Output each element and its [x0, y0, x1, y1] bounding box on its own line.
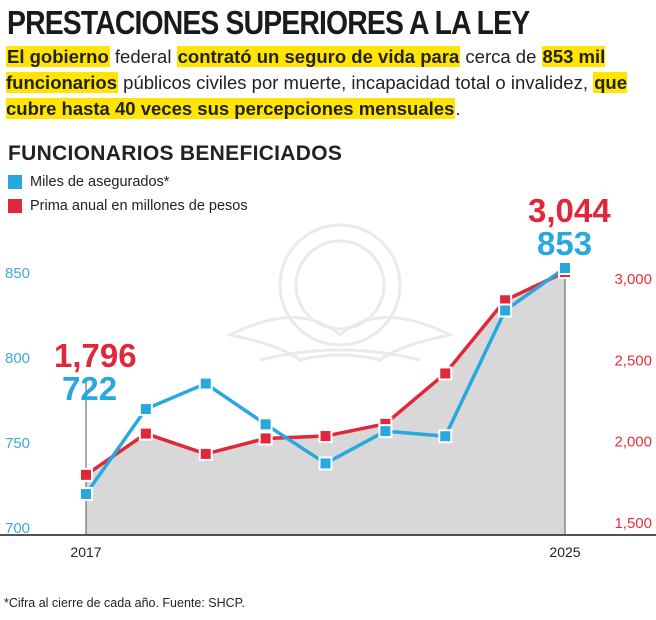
y-right-tick-label: 2,000: [614, 434, 652, 451]
prima-point: [79, 467, 93, 482]
eagle-seal-watermark: [225, 223, 455, 362]
lead-text: públicos civiles por muerte, incapacidad…: [118, 72, 594, 93]
lead-text: federal: [109, 46, 177, 67]
asegurados-point: [79, 487, 93, 502]
asegurados-point: [138, 402, 153, 417]
asegurados-point: [498, 303, 513, 318]
asegurados-point: [438, 429, 453, 444]
prima-point: [198, 446, 213, 461]
lead-text: .: [455, 98, 461, 119]
series-lines: [79, 261, 572, 502]
lead-paragraph: El gobierno federal contrató un seguro d…: [6, 44, 646, 122]
chart-legend: Miles de asegurados* Prima anual en mill…: [8, 170, 248, 218]
asegurados-point: [378, 424, 393, 439]
asegurados-point: [198, 376, 213, 391]
x-axis: 2017 2025: [0, 268, 656, 560]
start-prima-label: 1,796: [54, 337, 137, 374]
chart-title: FUNCIONARIOS BENEFICIADOS: [8, 142, 343, 165]
y-left-tick-label: 750: [5, 435, 30, 452]
legend-label-prima: Prima anual en millones de pesos: [30, 198, 248, 214]
y-left-tick-label: 850: [5, 265, 30, 282]
end-prima-label: 3,044: [528, 192, 611, 229]
x-tick-label: 2017: [70, 544, 101, 560]
legend-item-prima: Prima anual en millones de pesos: [8, 194, 248, 218]
y-right-tick-label: 1,500: [614, 515, 652, 532]
lead-highlight: El gobierno: [6, 46, 110, 67]
footnote: *Cifra al cierre de cada año. Fuente: SH…: [4, 596, 245, 610]
asegurados-point: [258, 417, 273, 432]
y-axis-right: 1,500 2,000 2,500 3,000: [614, 271, 652, 532]
x-tick-label: 2025: [549, 544, 580, 560]
y-axis-left: 700 750 800 850: [5, 265, 30, 537]
asegurados-point: [558, 261, 572, 275]
legend-label-asegurados: Miles de asegurados*: [30, 174, 170, 190]
end-asegurados-label: 853: [537, 225, 592, 262]
legend-swatch-blue: [8, 175, 22, 189]
line-chart: 2017 2025 700 750 800 850 1,500 2,000 2,500 3,0…: [0, 192, 656, 560]
page-title: PRESTACIONES SUPERIORES A LA LEY: [7, 4, 530, 41]
y-right-tick-label: 3,000: [614, 271, 652, 288]
prima-shaded-area: [86, 272, 565, 535]
legend-item-asegurados: Miles de asegurados*: [8, 170, 248, 194]
legend-swatch-red: [8, 199, 22, 213]
y-right-tick-label: 2,500: [614, 352, 652, 369]
asegurados-point: [318, 456, 333, 471]
lead-text: cerca de: [460, 46, 542, 67]
prima-point: [318, 429, 333, 444]
y-left-tick-label: 800: [5, 350, 30, 367]
prima-point: [438, 366, 453, 381]
prima-point: [138, 426, 153, 441]
y-left-tick-label: 700: [5, 520, 30, 537]
lead-highlight: contrató un seguro de vida para: [176, 46, 461, 67]
start-asegurados-label: 722: [62, 370, 117, 407]
prima-point: [258, 431, 273, 446]
